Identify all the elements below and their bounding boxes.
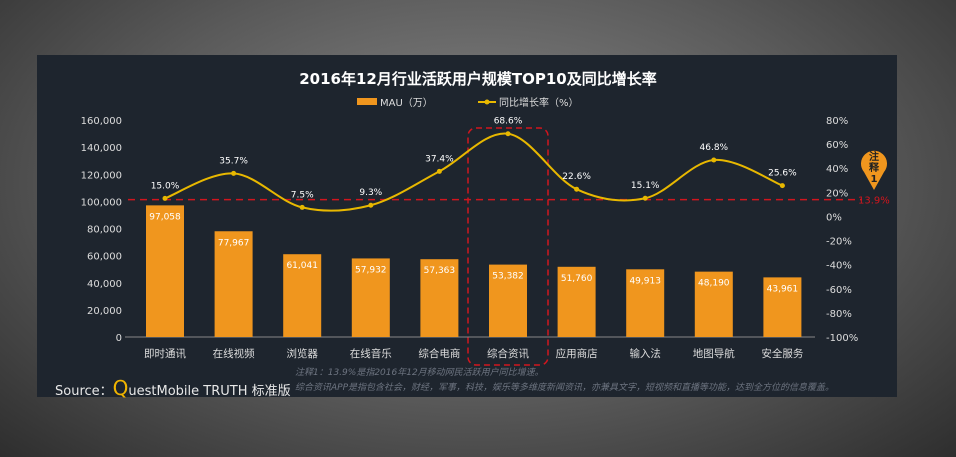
bar-label: 61,041 — [286, 261, 318, 271]
chart-title: 2016年12月行业活跃用户规模TOP10及同比增长率 — [299, 70, 656, 88]
right-axis-tick: -100% — [826, 333, 858, 344]
left-axis-tick: 0 — [116, 333, 122, 344]
growth-point — [711, 157, 717, 163]
category-label: 综合电商 — [418, 347, 460, 360]
category-label: 综合资讯 — [487, 347, 529, 360]
annotation-label: 1 — [871, 174, 878, 185]
legend-line-label: 同比增长率（%） — [499, 96, 579, 109]
note-1: 注释1：13.9%是指2016年12月移动网民活跃用户同比增速。 — [295, 368, 544, 378]
right-axis-tick: -20% — [826, 237, 852, 248]
notes: 注释1：13.9%是指2016年12月移动网民活跃用户同比增速。综合资讯APP是… — [295, 366, 834, 396]
left-axis-tick: 100,000 — [81, 197, 122, 208]
source-logo-q: Q — [112, 376, 129, 400]
growth-point — [642, 195, 648, 201]
left-axis-tick: 20,000 — [87, 306, 122, 317]
right-axis-tick: 80% — [826, 116, 848, 127]
legend-bar-swatch — [357, 98, 377, 105]
category-label: 即时通讯 — [144, 347, 186, 360]
growth-point — [231, 170, 237, 176]
highlight-box — [467, 127, 549, 366]
bar-label: 43,961 — [767, 284, 799, 294]
left-axis-tick: 160,000 — [81, 116, 122, 127]
bar — [489, 264, 527, 337]
growth-label: 9.3% — [359, 188, 382, 198]
category-label: 在线音乐 — [350, 347, 392, 360]
bar — [214, 231, 253, 337]
bar — [694, 271, 733, 337]
bar — [763, 277, 802, 337]
category-label: 地图导航 — [693, 347, 735, 360]
growth-point — [505, 131, 511, 137]
category-label: 在线视频 — [213, 347, 255, 360]
bar-label: 97,058 — [149, 212, 181, 222]
category-label: 安全服务 — [761, 347, 803, 360]
annotation-marker — [861, 150, 888, 190]
right-axis-tick: 20% — [826, 188, 848, 199]
bar-label: 51,760 — [561, 274, 593, 284]
right-axis-tick: 0% — [826, 212, 842, 223]
right-axis-tick: -40% — [826, 261, 852, 272]
bar-label: 53,382 — [492, 272, 524, 282]
growth-point — [368, 202, 374, 208]
right-axis-tick: 60% — [826, 140, 848, 151]
growth-label: 15.1% — [631, 181, 660, 191]
left-axis-tick: 140,000 — [81, 143, 122, 154]
left-axis-tick: 120,000 — [81, 170, 122, 181]
bar — [626, 269, 665, 337]
growth-label: 68.6% — [494, 117, 523, 127]
category-label: 输入法 — [629, 347, 661, 360]
source-text: Source：QuestMobile TRUTH 标准版 — [55, 376, 291, 400]
growth-label: 35.7% — [219, 156, 248, 166]
growth-label: 15.0% — [151, 181, 180, 191]
bar — [283, 254, 322, 337]
growth-point — [574, 186, 580, 192]
source-prefix: Source： — [55, 384, 113, 399]
growth-point — [162, 195, 168, 201]
annotation-label: 释 — [869, 161, 880, 174]
right-axis-tick: -60% — [826, 285, 852, 296]
bar-label: 57,932 — [355, 265, 387, 275]
left-axis-tick: 80,000 — [87, 225, 122, 236]
right-axis-tick: 40% — [826, 164, 848, 175]
bar — [351, 258, 390, 337]
category-label: 浏览器 — [286, 347, 318, 360]
bar-label: 57,363 — [424, 266, 456, 276]
growth-point — [779, 183, 785, 189]
bar — [557, 266, 596, 337]
category-label: 应用商店 — [556, 347, 598, 360]
growth-label: 25.6% — [768, 169, 797, 179]
bar-label: 48,190 — [698, 279, 730, 289]
note-2: 综合资讯APP是指包含社会，财经，军事，科技，娱乐等多维度新闻资讯，亦兼具文字，… — [295, 383, 835, 393]
bar — [146, 205, 184, 337]
bar — [420, 259, 459, 337]
growth-point — [436, 168, 442, 174]
growth-label: 37.4% — [425, 154, 454, 164]
left-axis-tick: 40,000 — [87, 279, 122, 290]
bar-label: 49,913 — [629, 276, 661, 286]
legend-bar-label: MAU（万） — [380, 97, 433, 109]
source-name: uestMobile TRUTH 标准版 — [128, 384, 291, 399]
bar-label: 77,967 — [218, 238, 250, 248]
legend-line-marker — [484, 99, 490, 105]
growth-line — [164, 132, 783, 212]
growth-label: 46.8% — [700, 143, 729, 153]
reference-label: 13.9% — [858, 196, 890, 207]
growth-label: 22.6% — [562, 172, 591, 182]
growth-label: 7.5% — [291, 190, 314, 200]
right-axis-tick: -80% — [826, 309, 852, 320]
annotation-label: 注 — [869, 150, 879, 163]
growth-point — [299, 204, 305, 210]
left-axis-tick: 60,000 — [87, 252, 122, 263]
